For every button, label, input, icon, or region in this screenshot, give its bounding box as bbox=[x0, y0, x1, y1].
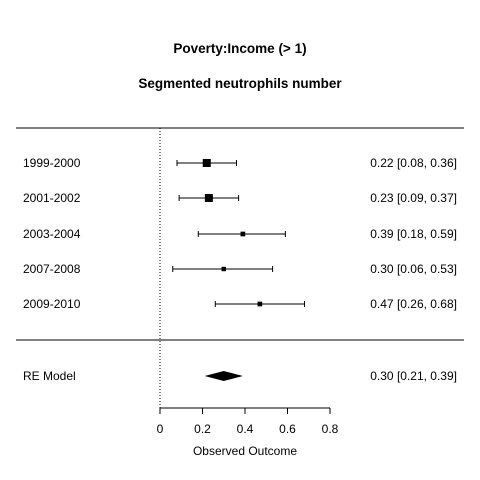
point-estimate bbox=[241, 232, 246, 237]
estimate-text: 0.23 [0.09, 0.37] bbox=[370, 191, 457, 205]
point-estimate bbox=[205, 194, 213, 202]
study-label: 2003-2004 bbox=[23, 227, 81, 241]
summary-estimate-text: 0.30 [0.21, 0.39] bbox=[370, 369, 457, 383]
study-label: 2009-2010 bbox=[23, 297, 81, 311]
study-label: 2001-2002 bbox=[23, 191, 81, 205]
x-tick-label: 0 bbox=[157, 422, 164, 436]
estimate-text: 0.22 [0.08, 0.36] bbox=[370, 156, 457, 170]
chart-subtitle: Segmented neutrophils number bbox=[138, 76, 342, 91]
estimate-text: 0.39 [0.18, 0.59] bbox=[370, 227, 457, 241]
x-axis-label: Observed Outcome bbox=[193, 444, 297, 458]
study-label: 2007-2008 bbox=[23, 262, 81, 276]
x-tick-label: 0.8 bbox=[322, 422, 339, 436]
x-tick-label: 0.6 bbox=[279, 422, 296, 436]
x-tick-label: 0.2 bbox=[194, 422, 211, 436]
point-estimate bbox=[203, 159, 211, 167]
chart-title: Poverty:Income (> 1) bbox=[173, 41, 306, 56]
estimate-text: 0.30 [0.06, 0.53] bbox=[370, 262, 457, 276]
estimate-text: 0.47 [0.26, 0.68] bbox=[370, 297, 457, 311]
study-label: 1999-2000 bbox=[23, 156, 81, 170]
summary-label: RE Model bbox=[23, 369, 76, 383]
x-tick-label: 0.4 bbox=[237, 422, 254, 436]
point-estimate bbox=[258, 302, 263, 307]
point-estimate bbox=[222, 267, 226, 271]
summary-diamond bbox=[205, 371, 243, 381]
